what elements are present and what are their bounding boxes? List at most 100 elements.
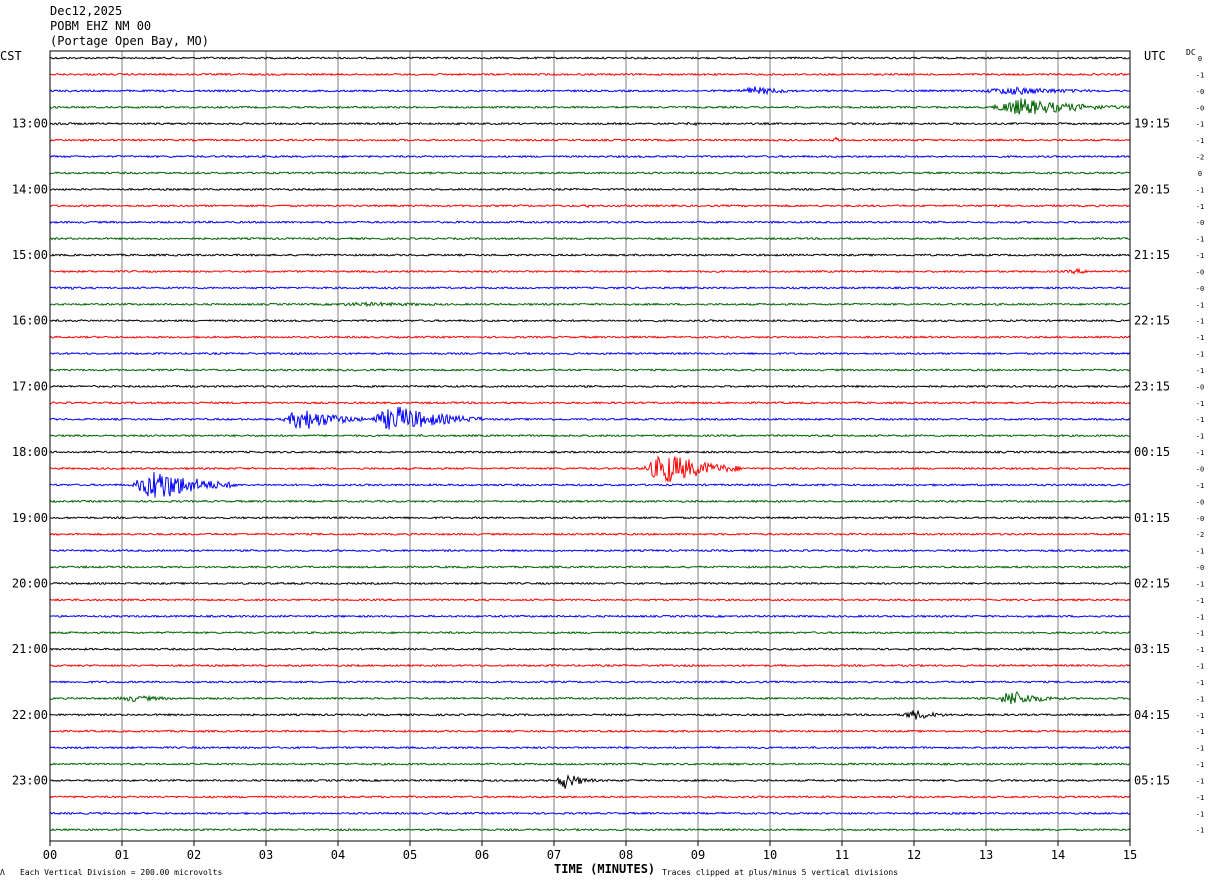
left-hour-label-10: 23:00 (12, 773, 48, 787)
trace-24 (49, 450, 1131, 454)
trace-32 (49, 581, 1131, 586)
dc-offset-28: -0 (1196, 515, 1204, 523)
x-tick-label-02: 02 (187, 848, 201, 862)
dc-offset-27: -0 (1196, 498, 1204, 506)
left-hour-label-4: 17:00 (12, 379, 48, 393)
left-hour-label-2: 15:00 (12, 248, 48, 262)
trace-5 (49, 136, 1131, 142)
dc-offset-5: -1 (1196, 137, 1204, 145)
dc-label: DC (1186, 48, 1196, 57)
dc-offset-46: -1 (1196, 810, 1204, 818)
x-tick-label-09: 09 (691, 848, 705, 862)
dc-offset-8: -1 (1196, 186, 1204, 194)
trace-45 (49, 795, 1131, 799)
trace-20 (49, 384, 1131, 389)
right-hour-label-0: 19:15 (1134, 117, 1170, 131)
dc-offset-22: -1 (1196, 416, 1204, 424)
x-tick-label-03: 03 (259, 848, 273, 862)
left-hour-label-5: 18:00 (12, 445, 48, 459)
dc-offset-23: -1 (1196, 433, 1204, 441)
right-hour-label-7: 02:15 (1134, 576, 1170, 590)
dc-offset-26: -1 (1196, 482, 1204, 490)
right-hour-label-6: 01:15 (1134, 511, 1170, 525)
dc-offset-24: -1 (1196, 449, 1204, 457)
right-hour-label-10: 05:15 (1134, 773, 1170, 787)
right-hour-label-4: 23:15 (1134, 379, 1170, 393)
plot-frame (49, 50, 1131, 842)
x-tick-label-00: 00 (43, 848, 57, 862)
clip-note: Traces clipped at plus/minus 5 vertical … (662, 868, 899, 877)
right-zone-label: UTC (1144, 49, 1166, 63)
trace-15 (49, 300, 1131, 308)
dc-offset-7: 0 (1198, 170, 1202, 178)
trace-4 (49, 121, 1131, 127)
trace-1 (49, 72, 1131, 77)
dc-offset-10: -0 (1196, 219, 1204, 227)
x-tick-label-07: 07 (547, 848, 561, 862)
dc-offset-29: -2 (1196, 531, 1204, 539)
trace-28 (49, 515, 1131, 520)
right-hour-label-9: 04:15 (1134, 708, 1170, 722)
dc-offset-12: -1 (1196, 252, 1204, 260)
left-zone-label: CST (0, 49, 22, 63)
trace-29 (49, 532, 1131, 537)
dc-offset-9: -1 (1196, 203, 1204, 211)
left-hour-label-9: 22:00 (12, 708, 48, 722)
x-axis-label: TIME (MINUTES) (554, 862, 656, 876)
left-hour-label-8: 21:00 (12, 642, 48, 656)
x-tick-label-15: 15 (1123, 848, 1137, 862)
x-tick-label-05: 05 (403, 848, 417, 862)
left-hour-label-0: 13:00 (12, 117, 48, 131)
left-hour-label-7: 20:00 (12, 576, 48, 590)
trace-22 (49, 406, 1131, 430)
dc-offset-18: -1 (1196, 351, 1204, 359)
trace-17 (49, 335, 1131, 339)
left-hour-label-1: 14:00 (12, 182, 48, 196)
trace-18 (49, 351, 1131, 356)
trace-10 (49, 220, 1131, 225)
dc-offset-41: -1 (1196, 728, 1204, 736)
trace-25 (49, 455, 1131, 483)
x-tick-label-12: 12 (907, 848, 921, 862)
dc-offset-25: -0 (1196, 466, 1204, 474)
dc-offset-38: -1 (1196, 679, 1204, 687)
trace-23 (49, 433, 1131, 438)
dc-offset-21: -1 (1196, 400, 1204, 408)
header-station: POBM EHZ NM 00 (50, 19, 152, 33)
dc-offset-3: -0 (1196, 104, 1204, 112)
trace-16 (49, 318, 1131, 323)
x-tick-label-01: 01 (115, 848, 129, 862)
trace-34 (49, 614, 1131, 619)
dc-offset-4: -1 (1196, 121, 1204, 129)
trace-39 (49, 691, 1131, 705)
trace-41 (49, 729, 1131, 734)
trace-35 (49, 630, 1131, 635)
dc-offset-36: -1 (1196, 646, 1204, 654)
x-tick-label-13: 13 (979, 848, 993, 862)
trace-0 (49, 56, 1131, 60)
dc-offset-13: -0 (1196, 268, 1204, 276)
right-hour-label-5: 00:15 (1134, 445, 1170, 459)
right-hour-label-1: 20:15 (1134, 182, 1170, 196)
trace-2 (49, 86, 1130, 96)
trace-43 (49, 762, 1131, 766)
trace-47 (49, 827, 1131, 832)
trace-30 (49, 548, 1130, 553)
trace-38 (49, 680, 1131, 684)
dc-offset-30: -1 (1196, 548, 1204, 556)
left-hour-label-6: 19:00 (12, 511, 48, 525)
dc-offset-44: -1 (1196, 777, 1204, 785)
dc-offset-45: -1 (1196, 794, 1204, 802)
dc-offset-42: -1 (1196, 745, 1204, 753)
dc-offset-32: -1 (1196, 580, 1204, 588)
header-date: Dec12,2025 (50, 4, 123, 18)
dc-offset-6: -2 (1196, 154, 1204, 162)
dc-offset-14: -0 (1196, 285, 1204, 293)
x-tick-label-08: 08 (619, 848, 633, 862)
dc-offset-1: -1 (1196, 71, 1204, 79)
dc-offset-34: -1 (1196, 613, 1204, 621)
left-hour-label-3: 16:00 (12, 314, 48, 328)
trace-3 (49, 98, 1131, 115)
dc-offset-47: -1 (1196, 827, 1204, 835)
